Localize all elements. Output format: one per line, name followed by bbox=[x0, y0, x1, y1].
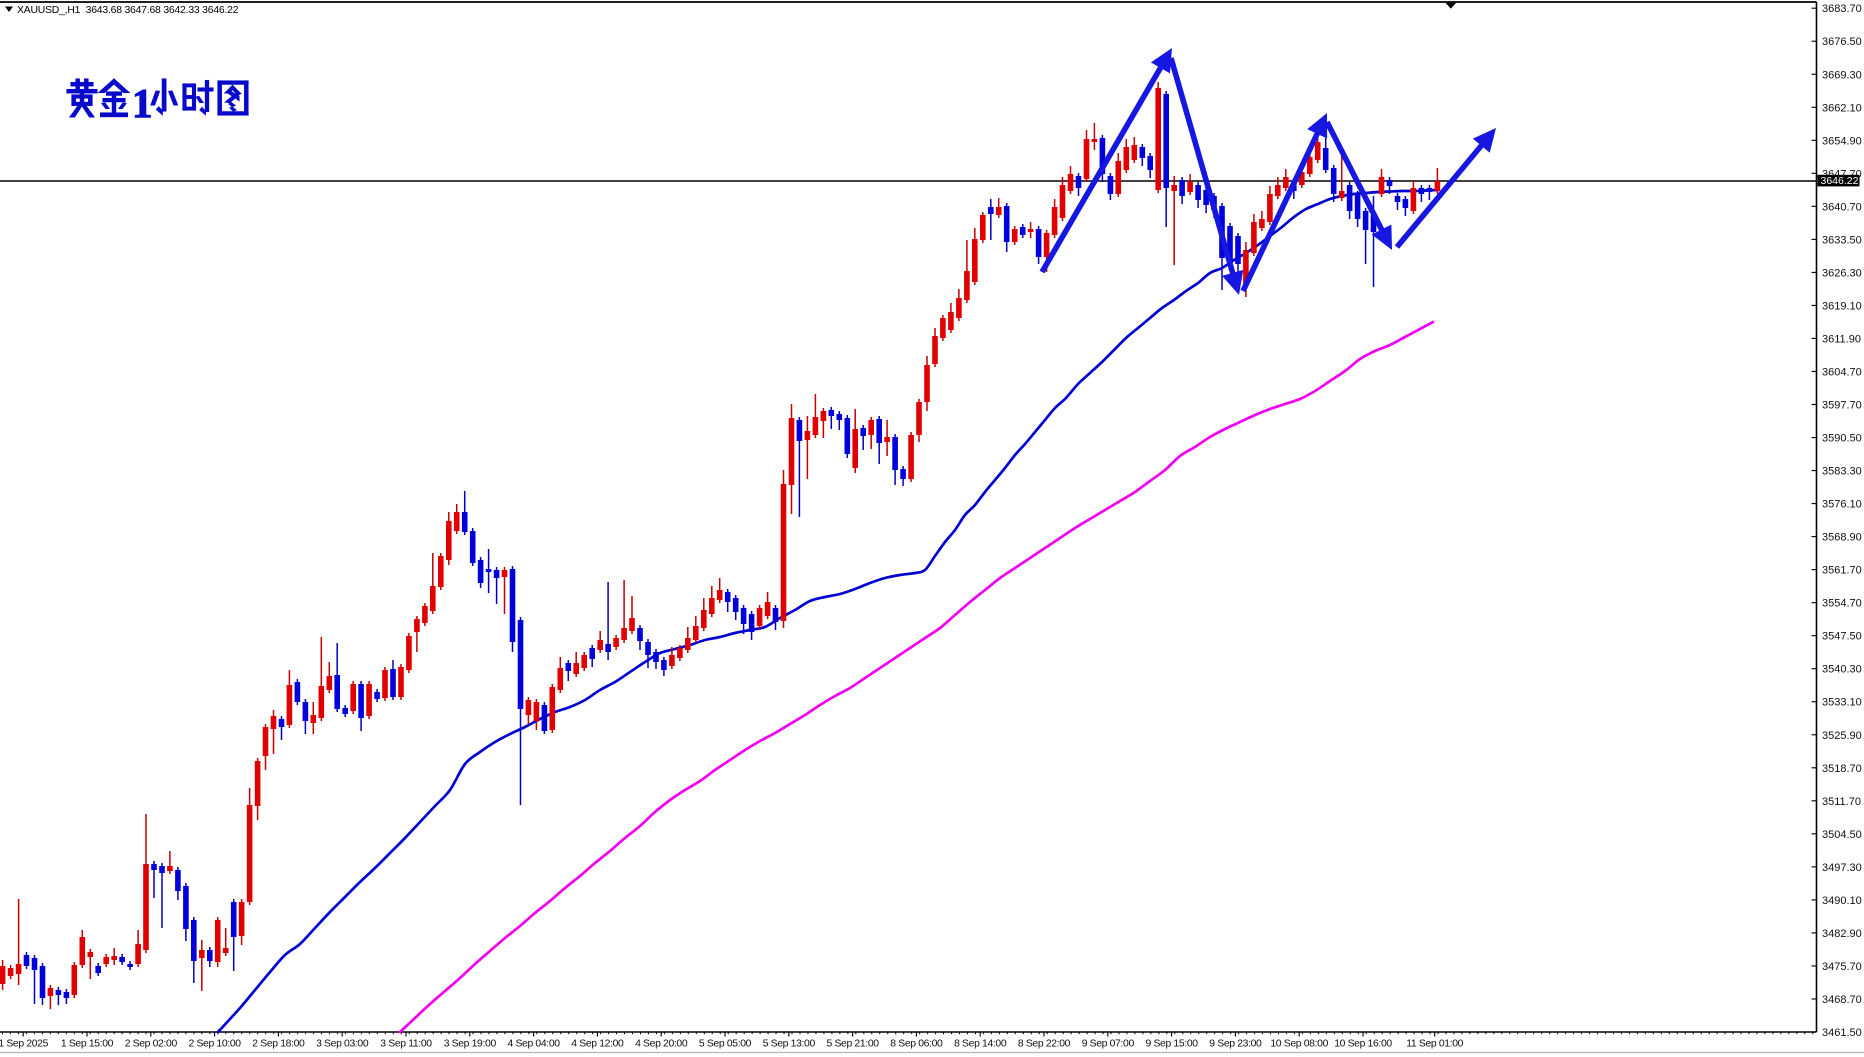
svg-text:3547.50: 3547.50 bbox=[1822, 631, 1862, 643]
svg-text:3597.70: 3597.70 bbox=[1822, 400, 1862, 412]
svg-text:1: 1 bbox=[132, 80, 153, 126]
svg-text:3640.70: 3640.70 bbox=[1822, 201, 1862, 213]
svg-text:9 Sep 07:00: 9 Sep 07:00 bbox=[1082, 1039, 1135, 1050]
svg-text:3 Sep 19:00: 3 Sep 19:00 bbox=[444, 1039, 497, 1050]
svg-text:9 Sep 15:00: 9 Sep 15:00 bbox=[1145, 1039, 1198, 1050]
svg-text:3662.10: 3662.10 bbox=[1822, 102, 1862, 114]
svg-text:3604.70: 3604.70 bbox=[1822, 366, 1862, 378]
svg-text:3504.50: 3504.50 bbox=[1822, 829, 1862, 841]
svg-text:XAUUSD_,H1 3643.68 3647.68 36: XAUUSD_,H1 3643.68 3647.68 3642.33 3646.… bbox=[17, 5, 239, 16]
svg-text:3683.70: 3683.70 bbox=[1822, 3, 1862, 15]
svg-text:3626.30: 3626.30 bbox=[1822, 267, 1862, 279]
svg-text:8 Sep 14:00: 8 Sep 14:00 bbox=[954, 1039, 1007, 1050]
svg-text:5 Sep 05:00: 5 Sep 05:00 bbox=[699, 1039, 752, 1050]
svg-text:2 Sep 10:00: 2 Sep 10:00 bbox=[188, 1039, 241, 1050]
svg-text:10 Sep 08:00: 10 Sep 08:00 bbox=[1270, 1039, 1328, 1050]
svg-text:8 Sep 22:00: 8 Sep 22:00 bbox=[1018, 1039, 1071, 1050]
svg-text:3533.10: 3533.10 bbox=[1822, 697, 1862, 709]
svg-text:3646.22: 3646.22 bbox=[1821, 175, 1859, 187]
svg-text:3654.90: 3654.90 bbox=[1822, 135, 1862, 147]
svg-text:3554.70: 3554.70 bbox=[1822, 598, 1862, 610]
svg-text:3518.70: 3518.70 bbox=[1822, 763, 1862, 775]
svg-text:3468.70: 3468.70 bbox=[1822, 994, 1862, 1006]
svg-text:3590.50: 3590.50 bbox=[1822, 433, 1862, 445]
svg-text:3525.90: 3525.90 bbox=[1822, 730, 1862, 742]
svg-text:3568.90: 3568.90 bbox=[1822, 532, 1862, 544]
svg-text:3633.50: 3633.50 bbox=[1822, 234, 1862, 246]
svg-text:5 Sep 21:00: 5 Sep 21:00 bbox=[826, 1039, 879, 1050]
svg-text:3475.70: 3475.70 bbox=[1822, 961, 1862, 973]
svg-text:2 Sep 18:00: 2 Sep 18:00 bbox=[252, 1039, 305, 1050]
svg-text:3482.90: 3482.90 bbox=[1822, 928, 1862, 940]
svg-text:8 Sep 06:00: 8 Sep 06:00 bbox=[890, 1039, 943, 1050]
svg-text:4 Sep 04:00: 4 Sep 04:00 bbox=[507, 1039, 560, 1050]
svg-text:1 Sep 2025: 1 Sep 2025 bbox=[0, 1039, 49, 1050]
svg-text:10 Sep 16:00: 10 Sep 16:00 bbox=[1334, 1039, 1392, 1050]
svg-text:3583.30: 3583.30 bbox=[1822, 466, 1862, 478]
svg-text:3611.90: 3611.90 bbox=[1822, 333, 1861, 345]
svg-text:3 Sep 11:00: 3 Sep 11:00 bbox=[380, 1039, 432, 1050]
svg-text:3 Sep 03:00: 3 Sep 03:00 bbox=[316, 1039, 369, 1050]
svg-text:2 Sep 02:00: 2 Sep 02:00 bbox=[125, 1039, 178, 1050]
svg-text:9 Sep 23:00: 9 Sep 23:00 bbox=[1209, 1039, 1262, 1050]
svg-text:11 Sep 01:00: 11 Sep 01:00 bbox=[1406, 1039, 1463, 1050]
svg-text:3461.50: 3461.50 bbox=[1822, 1027, 1862, 1039]
svg-text:3619.10: 3619.10 bbox=[1822, 300, 1862, 312]
svg-text:3669.30: 3669.30 bbox=[1822, 69, 1862, 81]
svg-text:3497.30: 3497.30 bbox=[1822, 862, 1862, 874]
svg-text:4 Sep 12:00: 4 Sep 12:00 bbox=[571, 1039, 624, 1050]
svg-text:3561.70: 3561.70 bbox=[1822, 565, 1862, 577]
svg-text:3576.10: 3576.10 bbox=[1822, 499, 1862, 511]
svg-text:3511.70: 3511.70 bbox=[1822, 796, 1861, 808]
svg-text:1 Sep 15:00: 1 Sep 15:00 bbox=[61, 1039, 114, 1050]
svg-text:3490.10: 3490.10 bbox=[1822, 895, 1862, 907]
svg-text:3676.50: 3676.50 bbox=[1822, 36, 1862, 48]
svg-text:3540.30: 3540.30 bbox=[1822, 664, 1862, 676]
svg-text:4 Sep 20:00: 4 Sep 20:00 bbox=[635, 1039, 688, 1050]
svg-text:5 Sep 13:00: 5 Sep 13:00 bbox=[763, 1039, 816, 1050]
